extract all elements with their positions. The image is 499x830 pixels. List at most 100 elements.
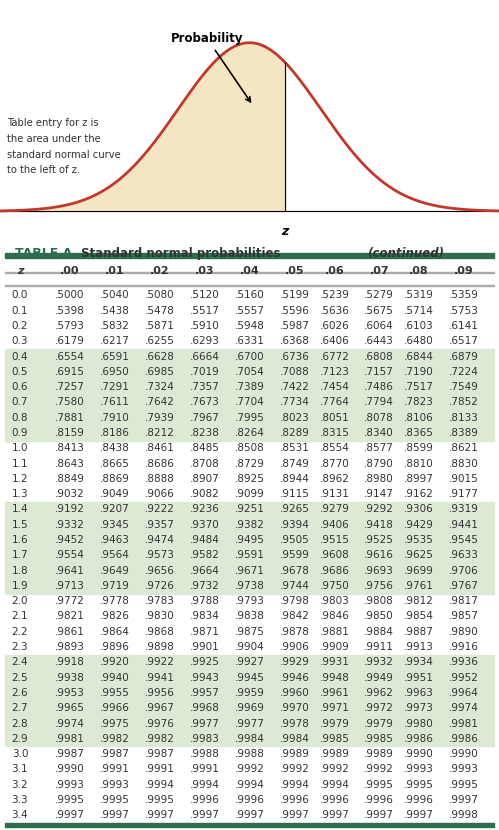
Text: .6406: .6406 — [319, 336, 349, 346]
Bar — [5, 364, 494, 379]
Text: .9292: .9292 — [364, 505, 394, 515]
Text: .7939: .7939 — [145, 413, 175, 422]
Text: .9878: .9878 — [279, 627, 309, 637]
Text: .9719: .9719 — [100, 581, 130, 591]
Text: .5120: .5120 — [190, 290, 220, 300]
Text: .9997: .9997 — [100, 810, 130, 820]
Text: .9993: .9993 — [449, 764, 479, 774]
Bar — [5, 579, 494, 593]
Text: .9987: .9987 — [145, 749, 175, 759]
Text: .9977: .9977 — [235, 719, 264, 729]
Bar — [5, 425, 494, 441]
Text: .9987: .9987 — [55, 749, 85, 759]
Text: .9996: .9996 — [279, 795, 309, 805]
Text: 1.4: 1.4 — [11, 505, 28, 515]
Text: .7291: .7291 — [100, 382, 130, 392]
Text: .7734: .7734 — [279, 398, 309, 408]
Text: .9515: .9515 — [319, 535, 349, 545]
Text: .7910: .7910 — [100, 413, 130, 422]
Text: .9997: .9997 — [145, 810, 175, 820]
Text: .9941: .9941 — [145, 672, 175, 682]
Text: .9846: .9846 — [319, 612, 349, 622]
Text: .9979: .9979 — [319, 719, 349, 729]
Bar — [5, 563, 494, 579]
Text: .8708: .8708 — [190, 459, 220, 469]
Text: .5239: .5239 — [319, 290, 349, 300]
Text: .9994: .9994 — [235, 779, 264, 789]
Text: .8365: .8365 — [404, 428, 434, 438]
Text: 3.2: 3.2 — [11, 779, 28, 789]
Text: 0.8: 0.8 — [11, 413, 28, 422]
Text: .8888: .8888 — [145, 474, 175, 484]
Text: .9973: .9973 — [404, 703, 434, 713]
Text: .5160: .5160 — [235, 290, 264, 300]
Text: .9525: .9525 — [364, 535, 394, 545]
Bar — [5, 395, 494, 410]
Text: 3.4: 3.4 — [11, 810, 28, 820]
Text: .03: .03 — [195, 266, 215, 276]
Text: .8643: .8643 — [55, 459, 85, 469]
Text: .9995: .9995 — [100, 795, 130, 805]
Text: .9952: .9952 — [449, 672, 479, 682]
Text: .9982: .9982 — [145, 734, 175, 744]
Text: .06: .06 — [324, 266, 344, 276]
Text: .9554: .9554 — [55, 550, 85, 560]
Text: .9901: .9901 — [190, 642, 220, 652]
Text: .9971: .9971 — [319, 703, 349, 713]
Text: .9985: .9985 — [319, 734, 349, 744]
Text: .9861: .9861 — [55, 627, 85, 637]
Text: 0.9: 0.9 — [11, 428, 28, 438]
Text: .8212: .8212 — [145, 428, 175, 438]
Text: .5675: .5675 — [364, 305, 394, 315]
Text: .9997: .9997 — [404, 810, 434, 820]
Text: .9664: .9664 — [190, 565, 220, 576]
Text: .9994: .9994 — [190, 779, 220, 789]
Text: .9997: .9997 — [319, 810, 349, 820]
Text: .9633: .9633 — [449, 550, 479, 560]
Text: .9871: .9871 — [190, 627, 220, 637]
Text: .9967: .9967 — [145, 703, 175, 713]
Text: .8830: .8830 — [449, 459, 479, 469]
Text: .9850: .9850 — [364, 612, 394, 622]
Text: .8621: .8621 — [449, 443, 479, 453]
Bar — [5, 517, 494, 532]
Text: .9015: .9015 — [449, 474, 479, 484]
Text: .9981: .9981 — [55, 734, 85, 744]
Text: .9418: .9418 — [364, 520, 394, 530]
Text: .9964: .9964 — [449, 688, 479, 698]
Text: .9830: .9830 — [145, 612, 175, 622]
Text: .9946: .9946 — [279, 672, 309, 682]
Text: .9608: .9608 — [319, 550, 349, 560]
Text: .6985: .6985 — [145, 367, 175, 377]
Text: .8461: .8461 — [145, 443, 175, 453]
Text: .9066: .9066 — [145, 489, 175, 499]
Text: .9441: .9441 — [449, 520, 479, 530]
Text: .9345: .9345 — [100, 520, 130, 530]
Text: .9957: .9957 — [190, 688, 220, 698]
Text: .8340: .8340 — [364, 428, 394, 438]
Text: .9994: .9994 — [319, 779, 349, 789]
Text: .9996: .9996 — [404, 795, 434, 805]
Text: .9904: .9904 — [235, 642, 264, 652]
Text: .9996: .9996 — [235, 795, 264, 805]
Text: .8023: .8023 — [279, 413, 309, 422]
Text: .9535: .9535 — [404, 535, 434, 545]
Text: 2.0: 2.0 — [11, 596, 28, 606]
Text: .9207: .9207 — [100, 505, 130, 515]
Text: .9966: .9966 — [100, 703, 130, 713]
Text: .7422: .7422 — [279, 382, 309, 392]
Text: .6368: .6368 — [279, 336, 309, 346]
Text: 0.2: 0.2 — [11, 321, 28, 331]
Text: .9920: .9920 — [100, 657, 130, 667]
Text: .7357: .7357 — [190, 382, 220, 392]
Text: .7852: .7852 — [449, 398, 479, 408]
Text: .9984: .9984 — [279, 734, 309, 744]
Text: .9992: .9992 — [235, 764, 264, 774]
Text: .9898: .9898 — [145, 642, 175, 652]
Text: .9854: .9854 — [404, 612, 434, 622]
Text: .9974: .9974 — [449, 703, 479, 713]
Text: .6591: .6591 — [100, 352, 130, 362]
Text: .9236: .9236 — [190, 505, 220, 515]
Text: .9370: .9370 — [190, 520, 220, 530]
Text: .9996: .9996 — [364, 795, 394, 805]
